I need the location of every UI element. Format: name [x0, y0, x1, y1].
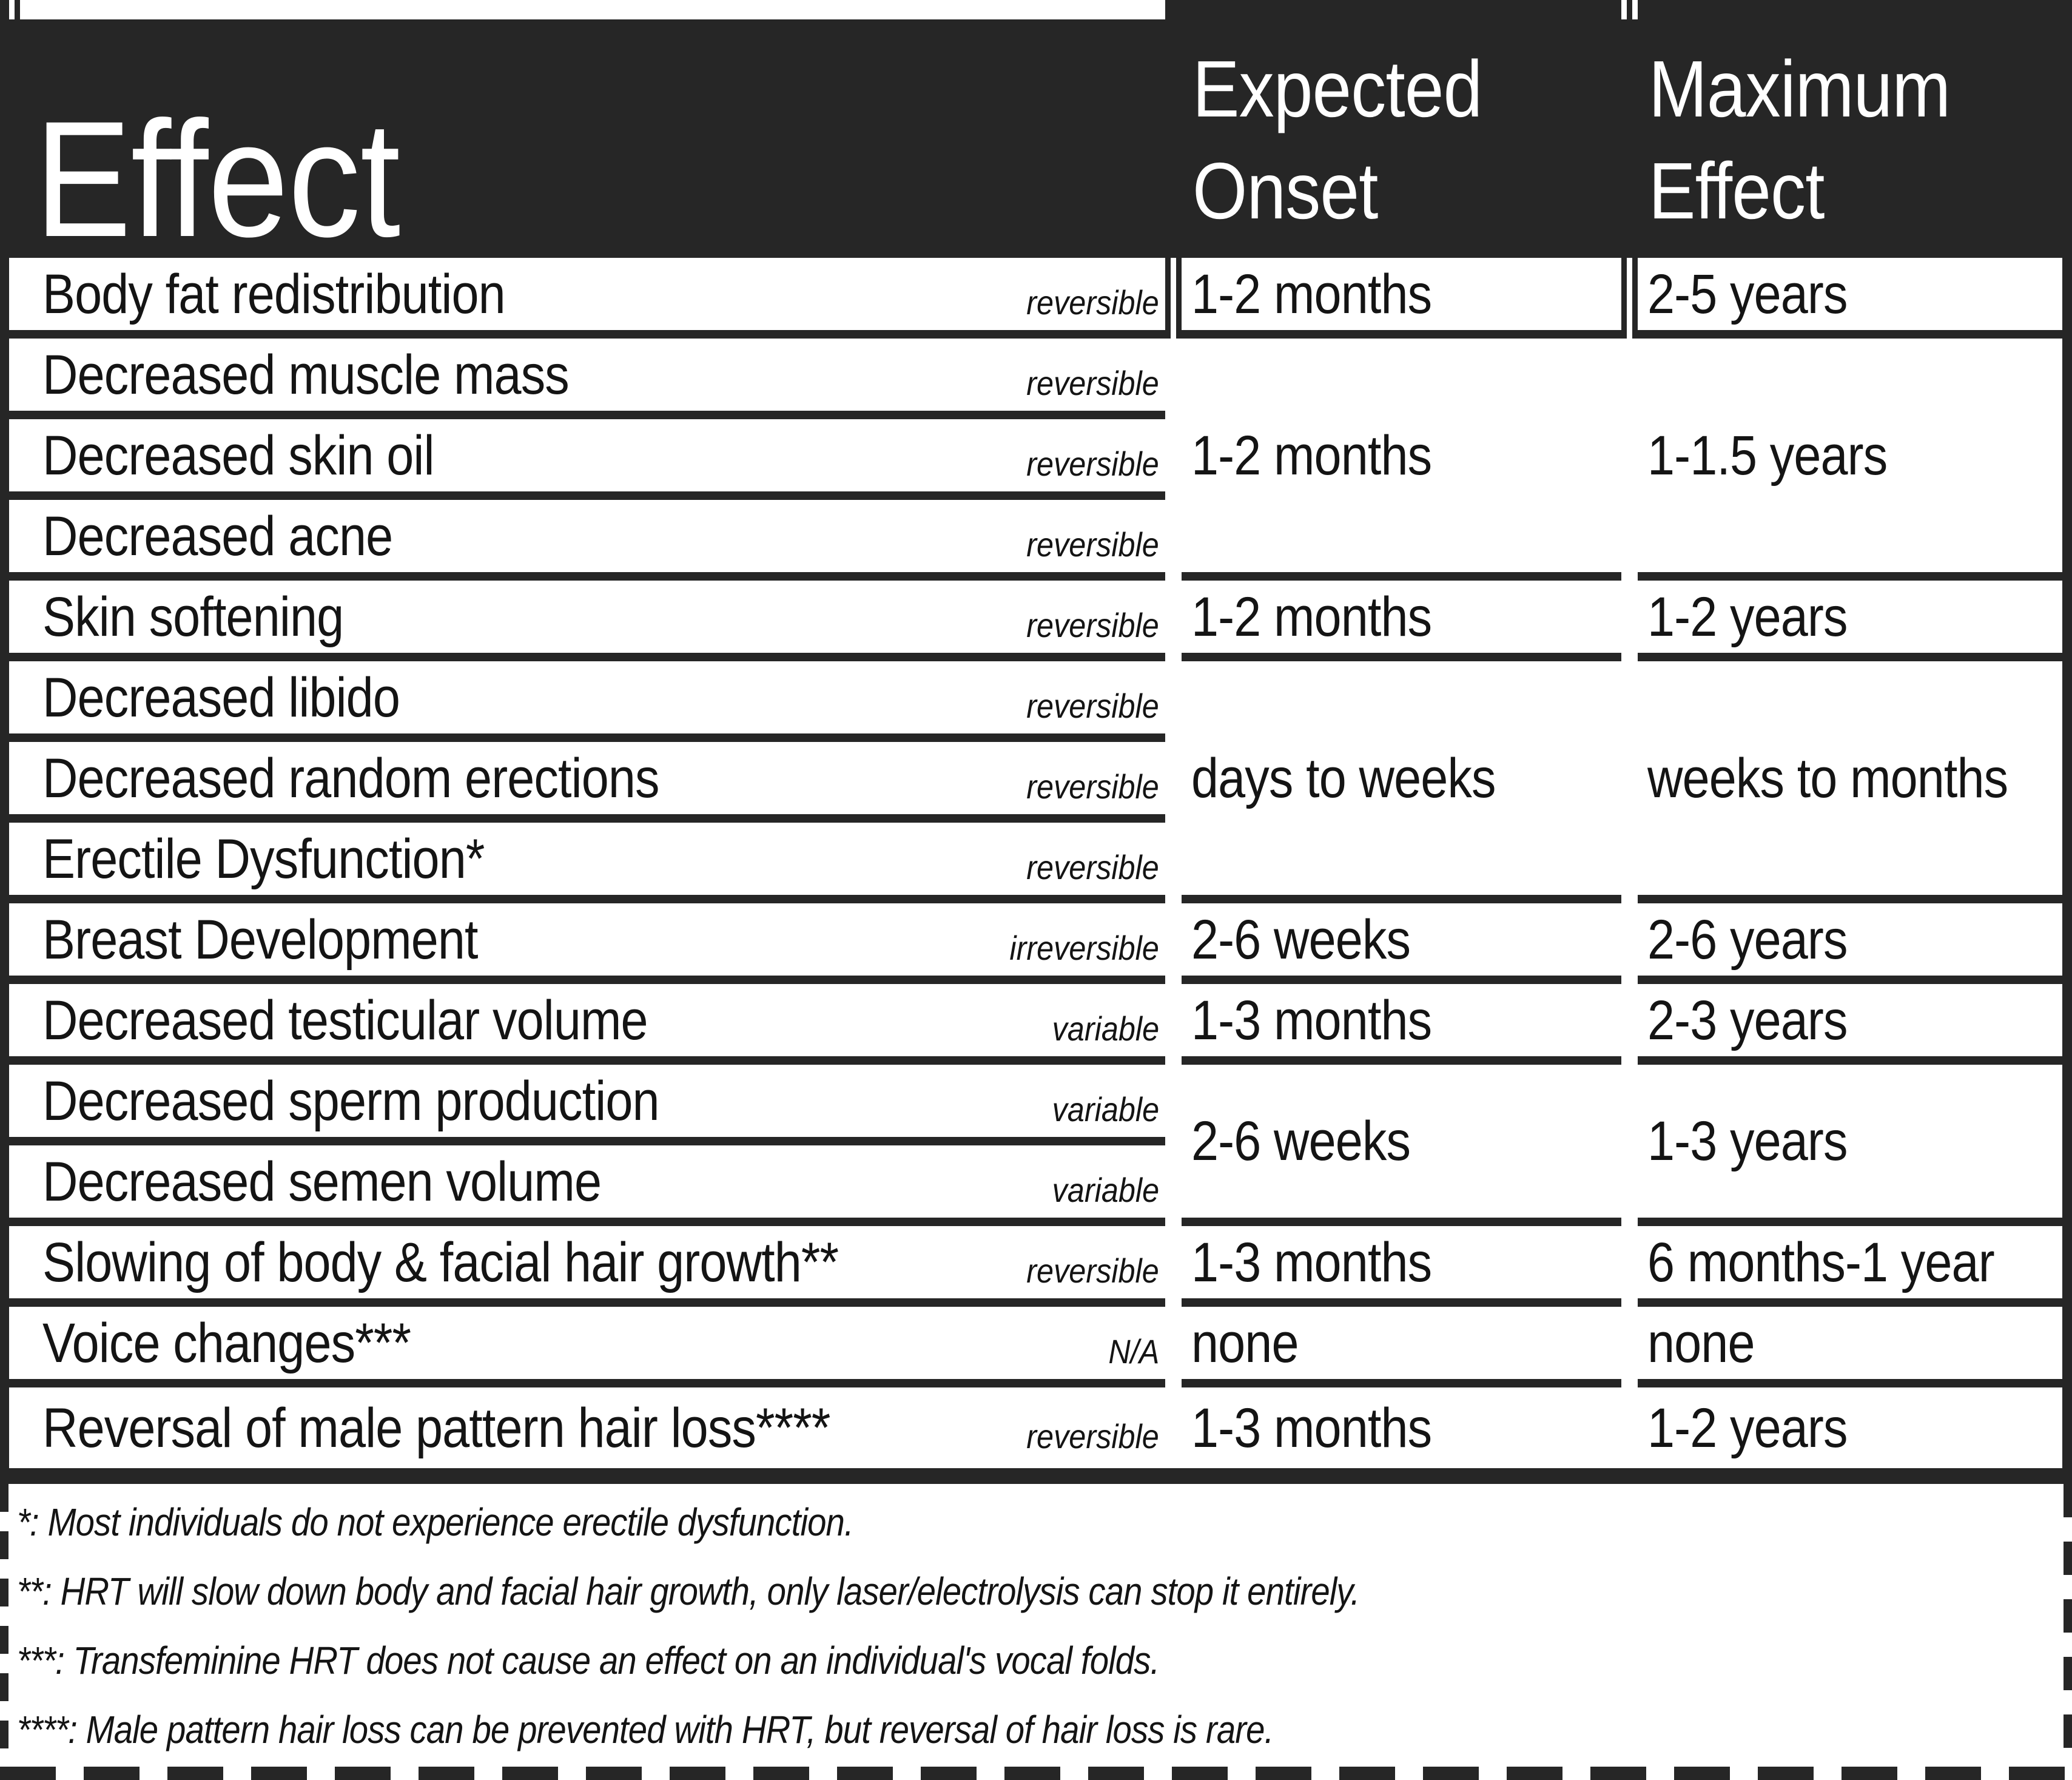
table-row-effect: Decreased skin oil reversible	[9, 419, 1165, 500]
column-separator-header-2	[1621, 0, 1638, 19]
reversibility-label: irreversible	[1009, 928, 1159, 967]
table-row-effect: Body fat redistribution reversible	[9, 258, 1165, 339]
reversibility-label: reversible	[1026, 605, 1159, 644]
onset-cell: 2-6 weeks	[1182, 1065, 1621, 1226]
dashed-border-right	[2064, 1484, 2072, 1765]
max-effect-cell: 2-6 years	[1638, 903, 2062, 984]
table-row-effect: Decreased testicular volume variable	[9, 984, 1165, 1065]
onset-cell: 1-3 months	[1182, 1226, 1621, 1307]
table-row-effect: Decreased random erections reversible	[9, 742, 1165, 823]
reversibility-label: variable	[1052, 1009, 1159, 1048]
reversibility-label: reversible	[1026, 283, 1159, 322]
onset-cell: 1-2 months	[1182, 581, 1621, 661]
onset-cell: none	[1182, 1307, 1621, 1387]
onset-cell: days to weeks	[1182, 661, 1621, 903]
column-separator-header-1	[9, 0, 1165, 19]
table-row-effect: Breast Development irreversible	[9, 903, 1165, 984]
max-effect-cell: 2-5 years	[1638, 258, 2062, 339]
reversibility-label: reversible	[1026, 1251, 1159, 1290]
column-separator-1	[1165, 258, 1182, 339]
reversibility-label: reversible	[1026, 686, 1159, 725]
max-effect-cell: 1-1.5 years	[1638, 339, 2062, 581]
reversibility-label: reversible	[1026, 363, 1159, 402]
table-bottom-border	[0, 1468, 2072, 1484]
table-header: Effect Expected Onset Maximum Effect	[0, 0, 2072, 271]
onset-cell: 1-2 months	[1182, 258, 1621, 339]
footnote-line: ****: Male pattern hair loss can be prev…	[17, 1708, 1274, 1751]
reversibility-label: reversible	[1026, 848, 1159, 886]
table-row-effect: Erectile Dysfunction* reversible	[9, 823, 1165, 903]
reversibility-label: variable	[1052, 1090, 1159, 1128]
table-row-effect: Skin softening reversible	[9, 581, 1165, 661]
max-effect-cell: 6 months-1 year	[1638, 1226, 2062, 1307]
onset-cell: 1-3 months	[1182, 984, 1621, 1065]
footnote-line: **: HRT will slow down body and facial h…	[17, 1569, 1360, 1613]
max-effect-cell: 1-2 years	[1638, 581, 2062, 661]
footnote-line: ***: Transfeminine HRT does not cause an…	[17, 1639, 1160, 1682]
table-row-effect: Decreased sperm production variable	[9, 1065, 1165, 1145]
reversibility-label: reversible	[1026, 525, 1159, 564]
reversibility-label: reversible	[1026, 444, 1159, 483]
table-row-effect: Slowing of body & facial hair growth** r…	[9, 1226, 1165, 1307]
reversibility-label: variable	[1052, 1170, 1159, 1209]
dashed-border-bottom	[0, 1767, 2072, 1780]
table-row-effect: Decreased semen volume variable	[9, 1145, 1165, 1226]
reversibility-label: reversible	[1026, 1417, 1159, 1455]
footnotes-box: *: Most individuals do not experience er…	[0, 1484, 2072, 1780]
onset-cell: 1-3 months	[1191, 1397, 1432, 1459]
footnote-line: *: Most individuals do not experience er…	[17, 1500, 854, 1544]
table-row-effect: Decreased libido reversible	[9, 661, 1165, 742]
reversibility-label: reversible	[1026, 767, 1159, 806]
column-header-maximum-effect: Maximum Effect	[1649, 44, 1951, 235]
reversibility-label: N/A	[1108, 1332, 1159, 1370]
column-header-expected-onset: Expected Onset	[1192, 44, 1482, 235]
max-effect-cell: none	[1638, 1307, 2062, 1387]
table-body: Body fat redistribution reversible Decre…	[0, 258, 2072, 1468]
max-effect-cell: 1-2 years	[1647, 1397, 1848, 1459]
table-row-effect: Decreased muscle mass reversible	[9, 339, 1165, 419]
column-header-effect: Effect	[35, 86, 400, 271]
dashed-border-left	[0, 1484, 8, 1765]
onset-cell: 1-2 months	[1182, 339, 1621, 581]
table-row-effect: Reversal of male pattern hair loss**** r…	[42, 1397, 1159, 1459]
table-row-effect: Voice changes*** N/A	[9, 1307, 1165, 1387]
max-effect-cell: 2-3 years	[1638, 984, 2062, 1065]
onset-cell: 2-6 weeks	[1182, 903, 1621, 984]
table-row-effect: Decreased acne reversible	[9, 500, 1165, 581]
max-effect-cell: 1-3 years	[1638, 1065, 2062, 1226]
max-effect-cell: weeks to months	[1638, 661, 2062, 903]
column-separator-2	[1621, 258, 1638, 339]
